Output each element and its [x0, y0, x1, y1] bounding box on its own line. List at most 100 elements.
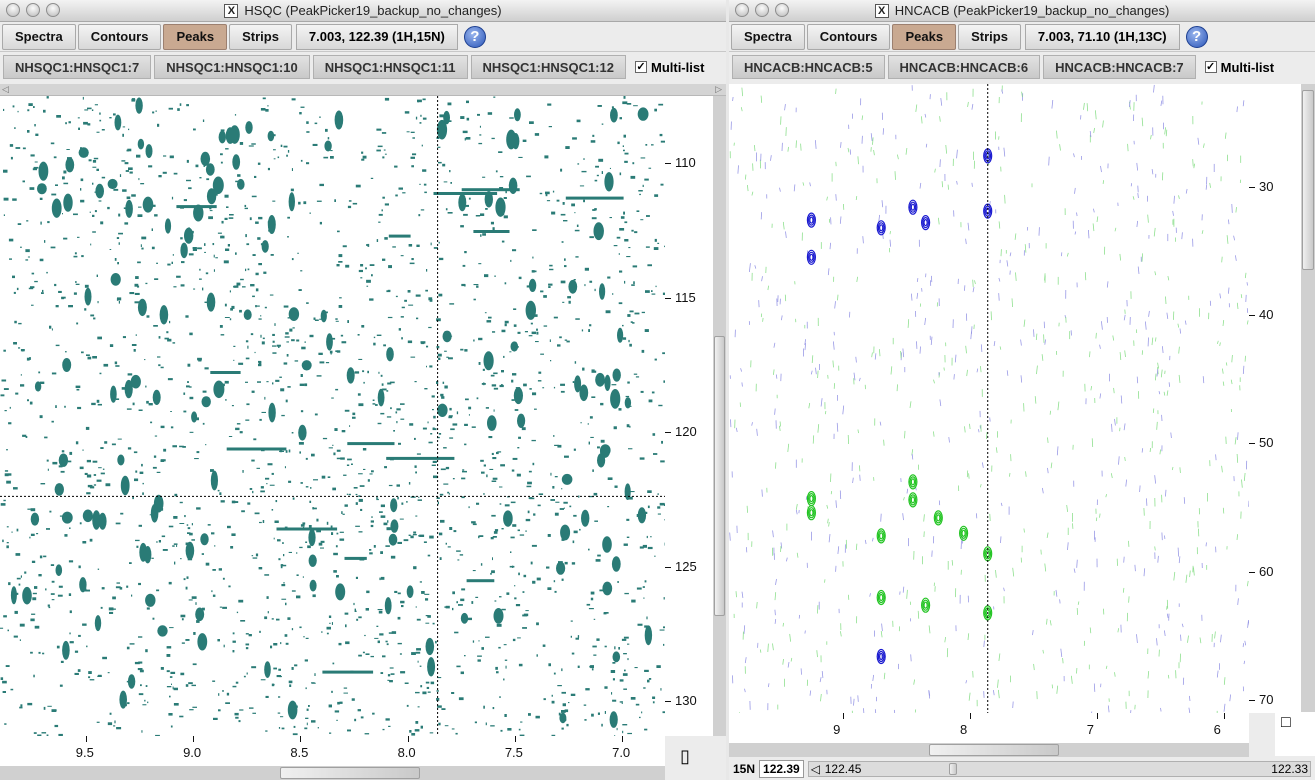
peak-contour[interactable]	[267, 215, 276, 234]
hncacb-spectrum-plot[interactable]	[729, 84, 1249, 713]
peak-contour[interactable]	[806, 491, 817, 507]
hsqc-spectrum-plot[interactable]	[0, 96, 665, 736]
peak-contour[interactable]	[84, 287, 92, 306]
spectrum-button[interactable]: HNCACB:HNCACB:6	[887, 55, 1041, 79]
peak-contour[interactable]	[38, 161, 49, 181]
scroll-right-icon[interactable]: ▷	[715, 84, 722, 94]
peak-contour[interactable]	[908, 492, 918, 508]
spectra-button[interactable]: Spectra	[2, 23, 76, 50]
peak-contour[interactable]	[309, 579, 317, 592]
peak-contour[interactable]	[427, 657, 436, 677]
peak-contour[interactable]	[933, 510, 943, 526]
scroll-thumb[interactable]	[714, 336, 725, 616]
peak-contour[interactable]	[201, 396, 211, 408]
peak-contour[interactable]	[298, 424, 307, 441]
peak-contour[interactable]	[637, 107, 649, 121]
peak-contour[interactable]	[114, 114, 122, 131]
peak-contour[interactable]	[152, 389, 161, 405]
peak-contour[interactable]	[611, 556, 621, 572]
peak-contour[interactable]	[484, 191, 493, 208]
peak-contour[interactable]	[195, 607, 205, 622]
multi-list-toggle[interactable]: ✓ Multi-list	[634, 60, 704, 75]
peak-contour[interactable]	[144, 546, 152, 564]
peak-contour[interactable]	[288, 192, 295, 212]
peak-contour[interactable]	[599, 283, 606, 300]
spectra-button[interactable]: Spectra	[731, 23, 805, 50]
peak-contour[interactable]	[245, 121, 253, 134]
spectrum-button[interactable]: NHSQC1:HNSQC1:10	[154, 55, 310, 79]
peak-contour[interactable]	[386, 347, 394, 362]
peak-contour[interactable]	[267, 130, 275, 142]
peak-contour[interactable]	[560, 524, 571, 541]
peak-contour[interactable]	[959, 525, 969, 541]
peak-contour[interactable]	[921, 215, 931, 231]
peak-contour[interactable]	[493, 608, 504, 624]
peak-contour[interactable]	[61, 511, 73, 524]
peak-contour[interactable]	[806, 212, 817, 228]
peak-contour[interactable]	[559, 712, 567, 724]
strips-button[interactable]: Strips	[958, 23, 1021, 50]
peak-contour[interactable]	[908, 199, 918, 215]
peak-contour[interactable]	[62, 358, 72, 372]
peak-contour[interactable]	[205, 163, 215, 176]
peak-contour[interactable]	[200, 533, 209, 546]
peak-contour[interactable]	[495, 197, 506, 217]
peak-contour[interactable]	[442, 330, 452, 343]
peak-contour[interactable]	[335, 583, 346, 601]
peak-contour[interactable]	[326, 333, 333, 351]
peak-contour[interactable]	[65, 157, 75, 173]
multi-list-checkbox[interactable]: ✓	[1204, 61, 1217, 73]
peak-contour[interactable]	[346, 367, 355, 384]
peak-contour[interactable]	[561, 473, 573, 485]
close-window-icon[interactable]	[735, 3, 749, 17]
peak-contour[interactable]	[436, 119, 448, 140]
peak-contour[interactable]	[191, 411, 198, 423]
hncacb-contour-svg[interactable]	[729, 84, 1249, 713]
peak-contour[interactable]	[54, 483, 64, 496]
peaks-button[interactable]: Peaks	[163, 23, 228, 50]
zoom-window-icon[interactable]	[775, 3, 789, 17]
peak-contour[interactable]	[193, 204, 204, 222]
spectrum-button[interactable]: HNCACB:HNCACB:7	[1043, 55, 1196, 79]
peak-contour[interactable]	[82, 509, 93, 523]
peak-contour[interactable]	[308, 554, 317, 567]
peak-contour[interactable]	[117, 454, 125, 466]
close-window-icon[interactable]	[6, 3, 20, 17]
strips-button[interactable]: Strips	[229, 23, 292, 50]
scroll-thumb[interactable]	[1302, 90, 1314, 270]
peak-contour[interactable]	[98, 512, 107, 530]
peak-contour[interactable]	[604, 374, 611, 391]
peak-contour[interactable]	[119, 690, 127, 709]
peak-contour[interactable]	[513, 387, 524, 405]
peak-contour[interactable]	[63, 193, 73, 212]
zoom-window-icon[interactable]	[46, 3, 60, 17]
peak-contour[interactable]	[200, 151, 211, 166]
peak-contour[interactable]	[609, 711, 618, 728]
peak-contour[interactable]	[184, 227, 194, 244]
hsqc-horizontal-scrollbar[interactable]	[0, 766, 665, 780]
peak-contour[interactable]	[876, 220, 886, 236]
spectrum-button[interactable]: HNCACB:HNCACB:5	[732, 55, 885, 79]
peak-contour[interactable]	[34, 381, 42, 392]
peak-contour[interactable]	[806, 505, 817, 521]
peak-contour[interactable]	[556, 561, 566, 575]
peak-contour[interactable]	[142, 196, 154, 213]
spectrum-button[interactable]: NHSQC1:HNSQC1:12	[470, 55, 626, 79]
peak-contour[interactable]	[487, 415, 497, 431]
peak-contour[interactable]	[232, 154, 241, 170]
peak-contour[interactable]	[921, 597, 931, 613]
peak-contour[interactable]	[22, 586, 32, 605]
peak-contour[interactable]	[137, 298, 147, 317]
peak-contour[interactable]	[197, 633, 208, 651]
peak-contour[interactable]	[437, 403, 448, 417]
peak-contour[interactable]	[602, 581, 613, 596]
peak-contour[interactable]	[137, 138, 145, 150]
peak-contour[interactable]	[110, 273, 121, 286]
spectrum-button[interactable]: NHSQC1:HNSQC1:11	[312, 55, 468, 79]
peak-contour[interactable]	[125, 199, 133, 218]
peak-contour[interactable]	[79, 577, 87, 593]
plane-slider[interactable]: ◁ 122.45 122.33	[807, 761, 1311, 777]
slider-left-icon[interactable]: ◁	[810, 762, 820, 776]
hncacb-vertical-scrollbar[interactable]	[1301, 84, 1315, 713]
spectrum-button[interactable]: NHSQC1:HNSQC1:7	[3, 55, 152, 79]
